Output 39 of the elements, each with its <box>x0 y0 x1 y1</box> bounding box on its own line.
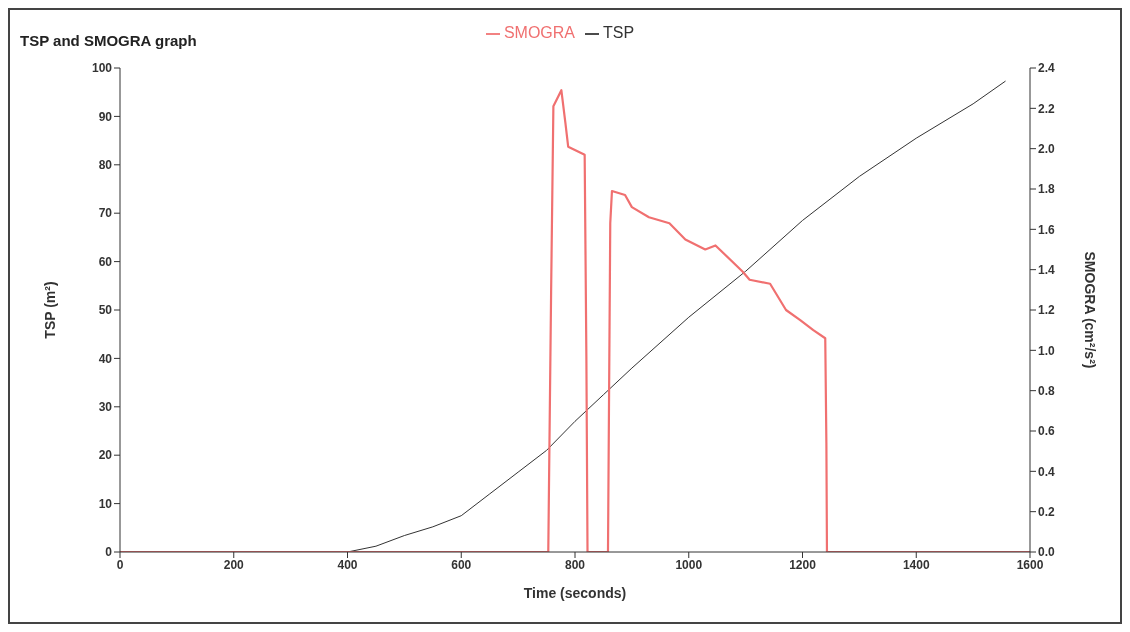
y2-tick-label: 0.8 <box>1038 383 1056 398</box>
y-tick-label: 60 <box>98 254 113 269</box>
x-tick-label: 600 <box>451 557 472 572</box>
x-tick-label: 1400 <box>902 557 930 572</box>
y-tick-label: 20 <box>98 448 113 463</box>
y-tick-label: 30 <box>98 400 113 415</box>
y2-tick-label: 1.6 <box>1038 222 1056 237</box>
y2-axis-title: SMOGRA (cm²/s²) <box>1082 251 1099 369</box>
y-tick-label: 90 <box>98 109 113 124</box>
y2-tick-label: 1.0 <box>1038 343 1056 358</box>
x-tick-label: 400 <box>337 557 358 572</box>
x-tick-label: 1600 <box>1016 557 1044 572</box>
x-axis-title: Time (seconds) <box>523 585 627 601</box>
y2-tick-label: 0.6 <box>1038 424 1056 439</box>
y-tick-label: 10 <box>98 496 113 511</box>
y2-tick-label: 0.0 <box>1038 545 1056 560</box>
x-tick-label: 1000 <box>675 557 703 572</box>
y2-tick-label: 1.8 <box>1038 182 1056 197</box>
y2-tick-label: 0.2 <box>1038 504 1056 519</box>
y-tick-label: 80 <box>98 158 113 173</box>
x-tick-label: 1200 <box>789 557 817 572</box>
x-tick-label: 200 <box>223 557 245 572</box>
y2-tick-label: 2.0 <box>1038 141 1056 156</box>
chart-title: TSP and SMOGRA graph <box>20 32 197 49</box>
y2-tick-label: 1.2 <box>1038 303 1056 318</box>
y2-tick-label: 2.2 <box>1038 101 1056 116</box>
y2-tick-label: 1.4 <box>1038 262 1056 277</box>
y-tick-label: 70 <box>98 206 113 221</box>
y-tick-label: 100 <box>91 61 113 76</box>
legend-label: SMOGRA <box>503 24 575 41</box>
x-tick-label: 0 <box>116 557 124 572</box>
y-tick-label: 40 <box>98 351 113 366</box>
legend-label: TSP <box>603 24 635 41</box>
y-axis-title: TSP (m²) <box>41 281 58 339</box>
y2-tick-label: 0.4 <box>1038 464 1056 479</box>
y-tick-label: 50 <box>98 303 113 318</box>
x-tick-label: 800 <box>564 557 586 572</box>
y-tick-label: 0 <box>105 545 113 560</box>
y2-tick-label: 2.4 <box>1038 61 1056 76</box>
